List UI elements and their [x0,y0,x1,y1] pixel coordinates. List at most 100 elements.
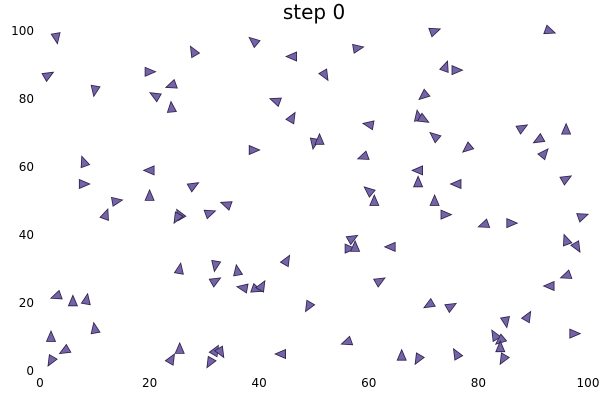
agent-marker [383,241,396,253]
agent-marker [452,347,464,361]
agent-marker [411,165,424,176]
agent-marker [219,201,233,211]
agent-marker [166,100,178,113]
y-tick-label: 20 [19,296,34,310]
agent-marker [414,352,425,366]
x-tick-label: 20 [142,376,157,390]
agent-marker [451,64,464,76]
agent-marker [99,208,109,221]
agent-marker [412,175,424,188]
tick-labels: 0 20 40 60 80 100 0 20 40 60 80 100 [11,24,599,390]
agent-marker [562,233,573,247]
agent-marker [149,92,162,103]
agent-marker [356,150,370,160]
agent-marker [373,277,386,288]
agent-marker [569,328,582,339]
agent-marker [318,68,329,82]
agent-marker [560,122,572,135]
agent-marker [559,175,573,186]
agent-marker [90,84,101,98]
agent-marker [144,188,155,201]
agent-marker [349,239,361,252]
agent-marker [396,348,407,361]
agent-marker [78,178,91,190]
agent-marker [449,178,462,190]
agent-marker [279,254,291,268]
agent-marker [41,71,55,83]
agent-marker [274,348,287,360]
agent-marker [495,340,506,353]
agent-marker [213,345,225,359]
agent-marker [559,269,573,279]
agent-marker [499,352,510,366]
agent-marker [269,97,282,108]
agent-marker [418,88,431,101]
y-tick-label: 60 [19,160,34,174]
agent-marker [304,299,316,313]
agent-marker [49,289,63,300]
agent-marker [173,262,184,275]
agent-marker [543,24,557,35]
agent-marker [206,355,217,369]
y-tick-label: 40 [19,228,34,242]
agent-marker [491,329,502,343]
agent-marker [444,302,458,314]
agent-marker [174,341,185,354]
agent-marker [532,132,546,144]
agent-marker [164,353,176,366]
agent-marker [173,211,184,225]
agent-marker [110,196,124,207]
agent-marker [235,283,249,294]
agent-marker [211,259,222,273]
agent-marker [45,329,57,342]
agent-marker [440,209,453,220]
agent-marker [537,148,549,161]
agent-marker [515,124,529,135]
agent-marker [233,263,244,277]
x-tick-label: 100 [577,376,600,390]
agent-markers [41,24,590,369]
agent-marker [80,155,91,169]
agent-marker [164,78,178,89]
agent-marker [416,112,430,123]
agent-marker [248,36,261,49]
agent-marker [203,209,217,220]
agent-marker [352,43,365,54]
agent-marker [369,193,380,206]
agent-marker [344,243,357,254]
agent-marker [542,280,555,292]
agent-marker [248,144,261,156]
agent-marker [285,51,298,62]
agent-marker [186,182,200,193]
y-tick-label: 0 [26,364,34,378]
agent-marker [363,186,376,198]
agent-marker [189,45,201,59]
agent-marker [314,132,325,145]
x-tick-label: 0 [36,376,44,390]
agent-marker [144,66,157,77]
agent-marker [361,120,375,131]
agent-marker [90,321,101,335]
agent-marker [423,297,436,309]
agent-marker [345,234,359,246]
agent-marker [47,354,58,367]
x-tick-label: 80 [471,376,486,390]
agent-marker [570,240,581,253]
agent-marker [439,60,449,74]
agent-marker [208,277,222,288]
agent-marker [429,131,442,144]
agent-marker [67,294,79,307]
agent-marker [506,217,519,229]
agent-marker [576,213,590,223]
agent-marker [80,292,91,306]
x-tick-label: 60 [361,376,376,390]
agent-marker [340,335,354,346]
chart-title: step 0 [283,0,345,24]
agent-marker [520,310,532,324]
x-tick-label: 40 [252,376,267,390]
agent-marker [285,111,296,125]
agent-marker [429,193,440,206]
agent-marker [477,218,491,228]
agent-marker [58,343,72,355]
